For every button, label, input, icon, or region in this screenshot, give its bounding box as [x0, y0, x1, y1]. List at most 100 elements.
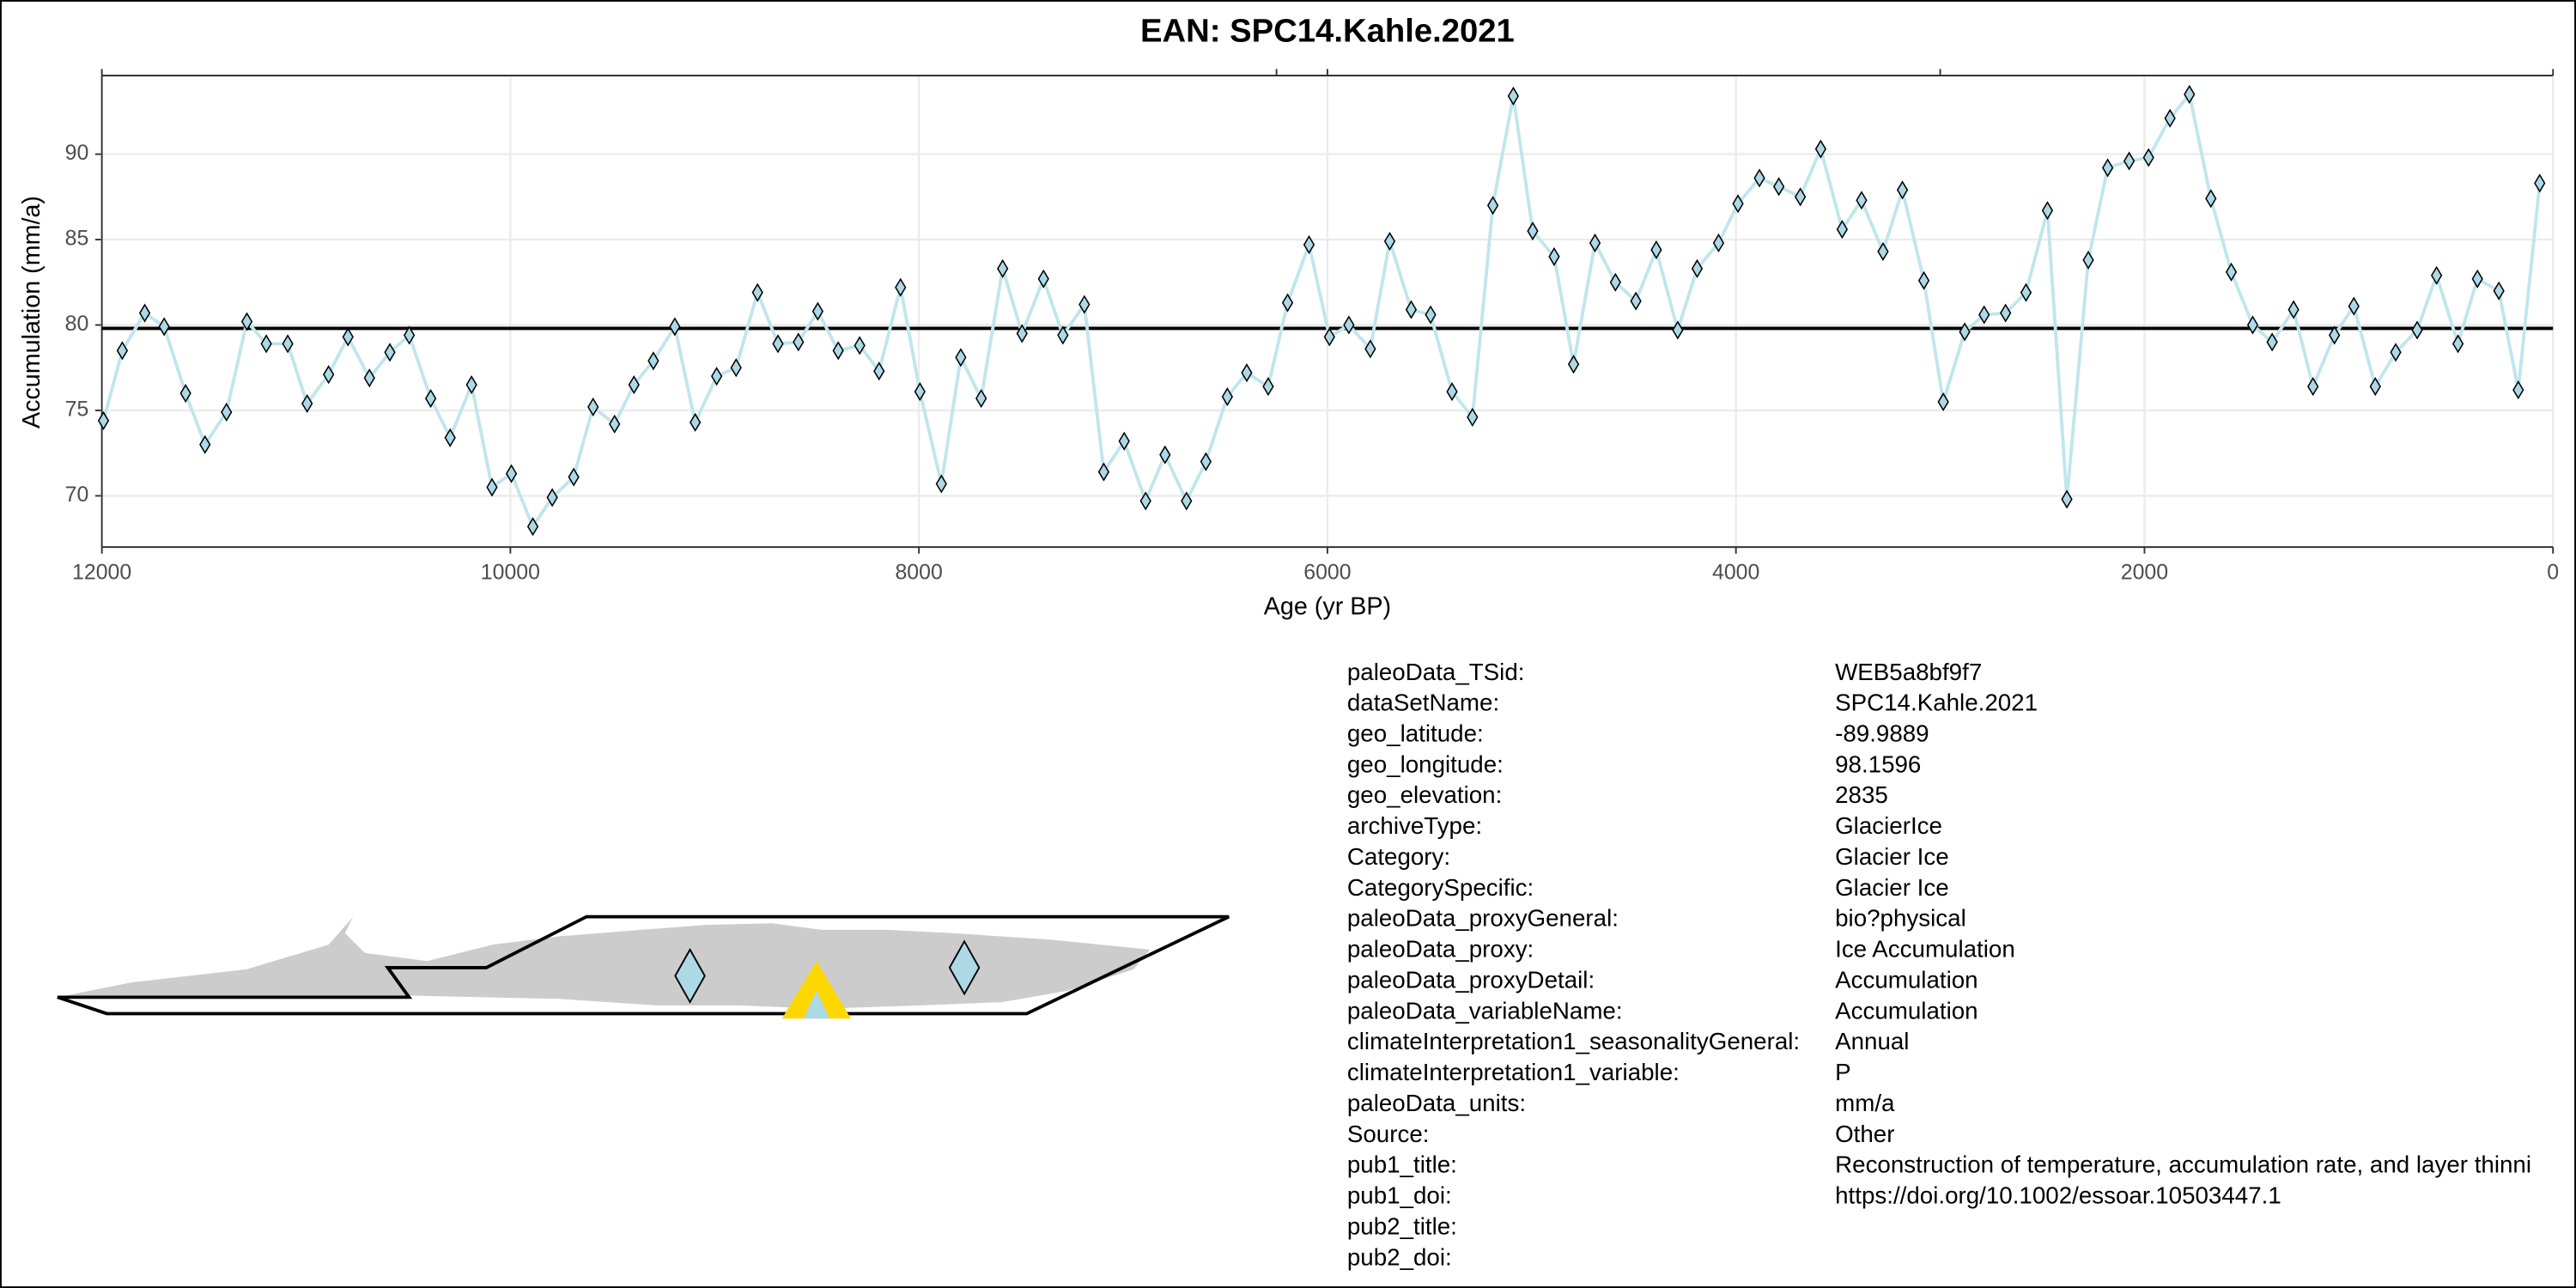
data-point: [1467, 407, 1479, 427]
metadata-value: 98.1596: [1835, 750, 1921, 777]
data-point: [2184, 84, 2196, 104]
data-point: [404, 325, 416, 345]
data-point: [1037, 269, 1049, 289]
x-tick-label: 2000: [2121, 560, 2168, 584]
data-point: [1241, 363, 1253, 383]
data-point: [1650, 240, 1662, 259]
x-axis-label: Age (yr BP): [1264, 592, 1391, 620]
metadata-value: 2835: [1835, 781, 1888, 808]
data-point: [546, 488, 558, 507]
data-point: [158, 317, 170, 337]
data-point: [2411, 320, 2423, 340]
data-point: [1527, 222, 1539, 241]
data-point: [730, 358, 742, 378]
data-point: [568, 467, 580, 487]
data-point: [1794, 187, 1807, 207]
y-tick-label: 80: [65, 312, 89, 336]
metadata-value: Annual: [1835, 1028, 1909, 1054]
data-point: [1753, 168, 1765, 188]
metadata-key: pub2_title:: [1347, 1212, 1457, 1239]
metadata-key: archiveType:: [1347, 812, 1482, 839]
metadata-key: Source:: [1347, 1121, 1430, 1147]
data-point: [2287, 300, 2300, 319]
data-point: [793, 332, 805, 352]
data-point: [2225, 262, 2238, 282]
data-point: [424, 388, 437, 409]
data-point: [465, 375, 477, 395]
metadata-key: paleoData_proxyDetail:: [1347, 967, 1595, 993]
metadata-key: paleoData_proxy:: [1347, 936, 1534, 963]
metadata-key: pub1_title:: [1347, 1151, 1457, 1178]
data-point: [669, 317, 681, 337]
data-point: [2041, 201, 2054, 221]
data-point: [975, 388, 987, 409]
data-point: [2123, 151, 2136, 171]
data-point: [2390, 343, 2402, 362]
data-point: [97, 410, 110, 430]
data-point: [1672, 320, 1684, 340]
x-tick-label: 0: [2547, 560, 2559, 584]
metadata-value: Glacier Ice: [1835, 843, 1949, 870]
metadata-value: WEB5a8bf9f7: [1835, 659, 1982, 685]
data-point: [116, 341, 129, 361]
site-marker-inner: [803, 990, 830, 1019]
landmass: [65, 916, 1151, 1009]
plot-area: 70 75 80 85 90 12000 10000 8000 6000 4000 2000 0: [65, 69, 2559, 584]
data-point: [221, 402, 233, 422]
x-tick-label: 6000: [1303, 560, 1351, 584]
data-point: [2000, 303, 2012, 323]
data-point: [1303, 234, 1315, 255]
data-point: [1281, 293, 1294, 313]
data-point: [914, 382, 926, 402]
data-point: [2142, 148, 2154, 167]
data-point: [587, 397, 599, 417]
data-point: [1097, 462, 1110, 482]
data-point: [323, 365, 335, 385]
data-point: [1446, 382, 1458, 402]
metadata-value: mm/a: [1835, 1090, 1895, 1116]
data-point: [1425, 305, 1437, 325]
metadata-key: Category:: [1347, 843, 1450, 870]
metadata-key: paleoData_TSid:: [1347, 659, 1525, 685]
data-point: [1814, 139, 1827, 159]
data-point: [1917, 270, 1930, 290]
data-point: [955, 348, 967, 368]
data-point: [2020, 283, 2032, 302]
data-point: [1343, 315, 1355, 335]
data-point: [811, 301, 824, 321]
data-point: [2266, 332, 2278, 352]
metadata-key: dataSetName:: [1347, 690, 1499, 716]
metadata-value: GlacierIce: [1835, 812, 1942, 839]
data-point: [711, 367, 723, 386]
data-point: [1896, 180, 1909, 200]
metadata-value: -89.9889: [1835, 720, 1929, 747]
data-point: [2534, 173, 2546, 193]
data-point: [1877, 241, 1889, 261]
data-point: [2471, 269, 2483, 289]
data-point: [751, 283, 763, 302]
data-point: [1691, 258, 1704, 278]
chart-title: EAN: SPC14.Kahle.2021: [1140, 12, 1515, 49]
data-point: [138, 303, 151, 323]
data-point: [1383, 231, 1396, 252]
x-tick-label: 4000: [1712, 560, 1759, 584]
data-point: [2348, 296, 2360, 316]
y-axis-label: Accumulation (mm/a): [18, 196, 46, 428]
data-point: [1937, 392, 1949, 412]
y-tick-label: 90: [65, 141, 89, 165]
metadata-table: paleoData_TSid: WEB5a8bf9f7 dataSetName: SP…: [1347, 659, 2531, 1271]
data-point: [1630, 291, 1642, 311]
data-point: [301, 393, 313, 414]
metadata-key: CategorySpecific:: [1347, 874, 1534, 901]
data-point: [1609, 272, 1621, 292]
data-point: [628, 375, 640, 395]
site-marker: [781, 961, 852, 1019]
y-tick-label: 75: [65, 398, 89, 422]
metadata-value: P: [1835, 1059, 1850, 1085]
data-point: [690, 412, 702, 432]
metadata-value: bio?physical: [1835, 905, 1966, 932]
metadata-key: geo_latitude:: [1347, 720, 1484, 747]
